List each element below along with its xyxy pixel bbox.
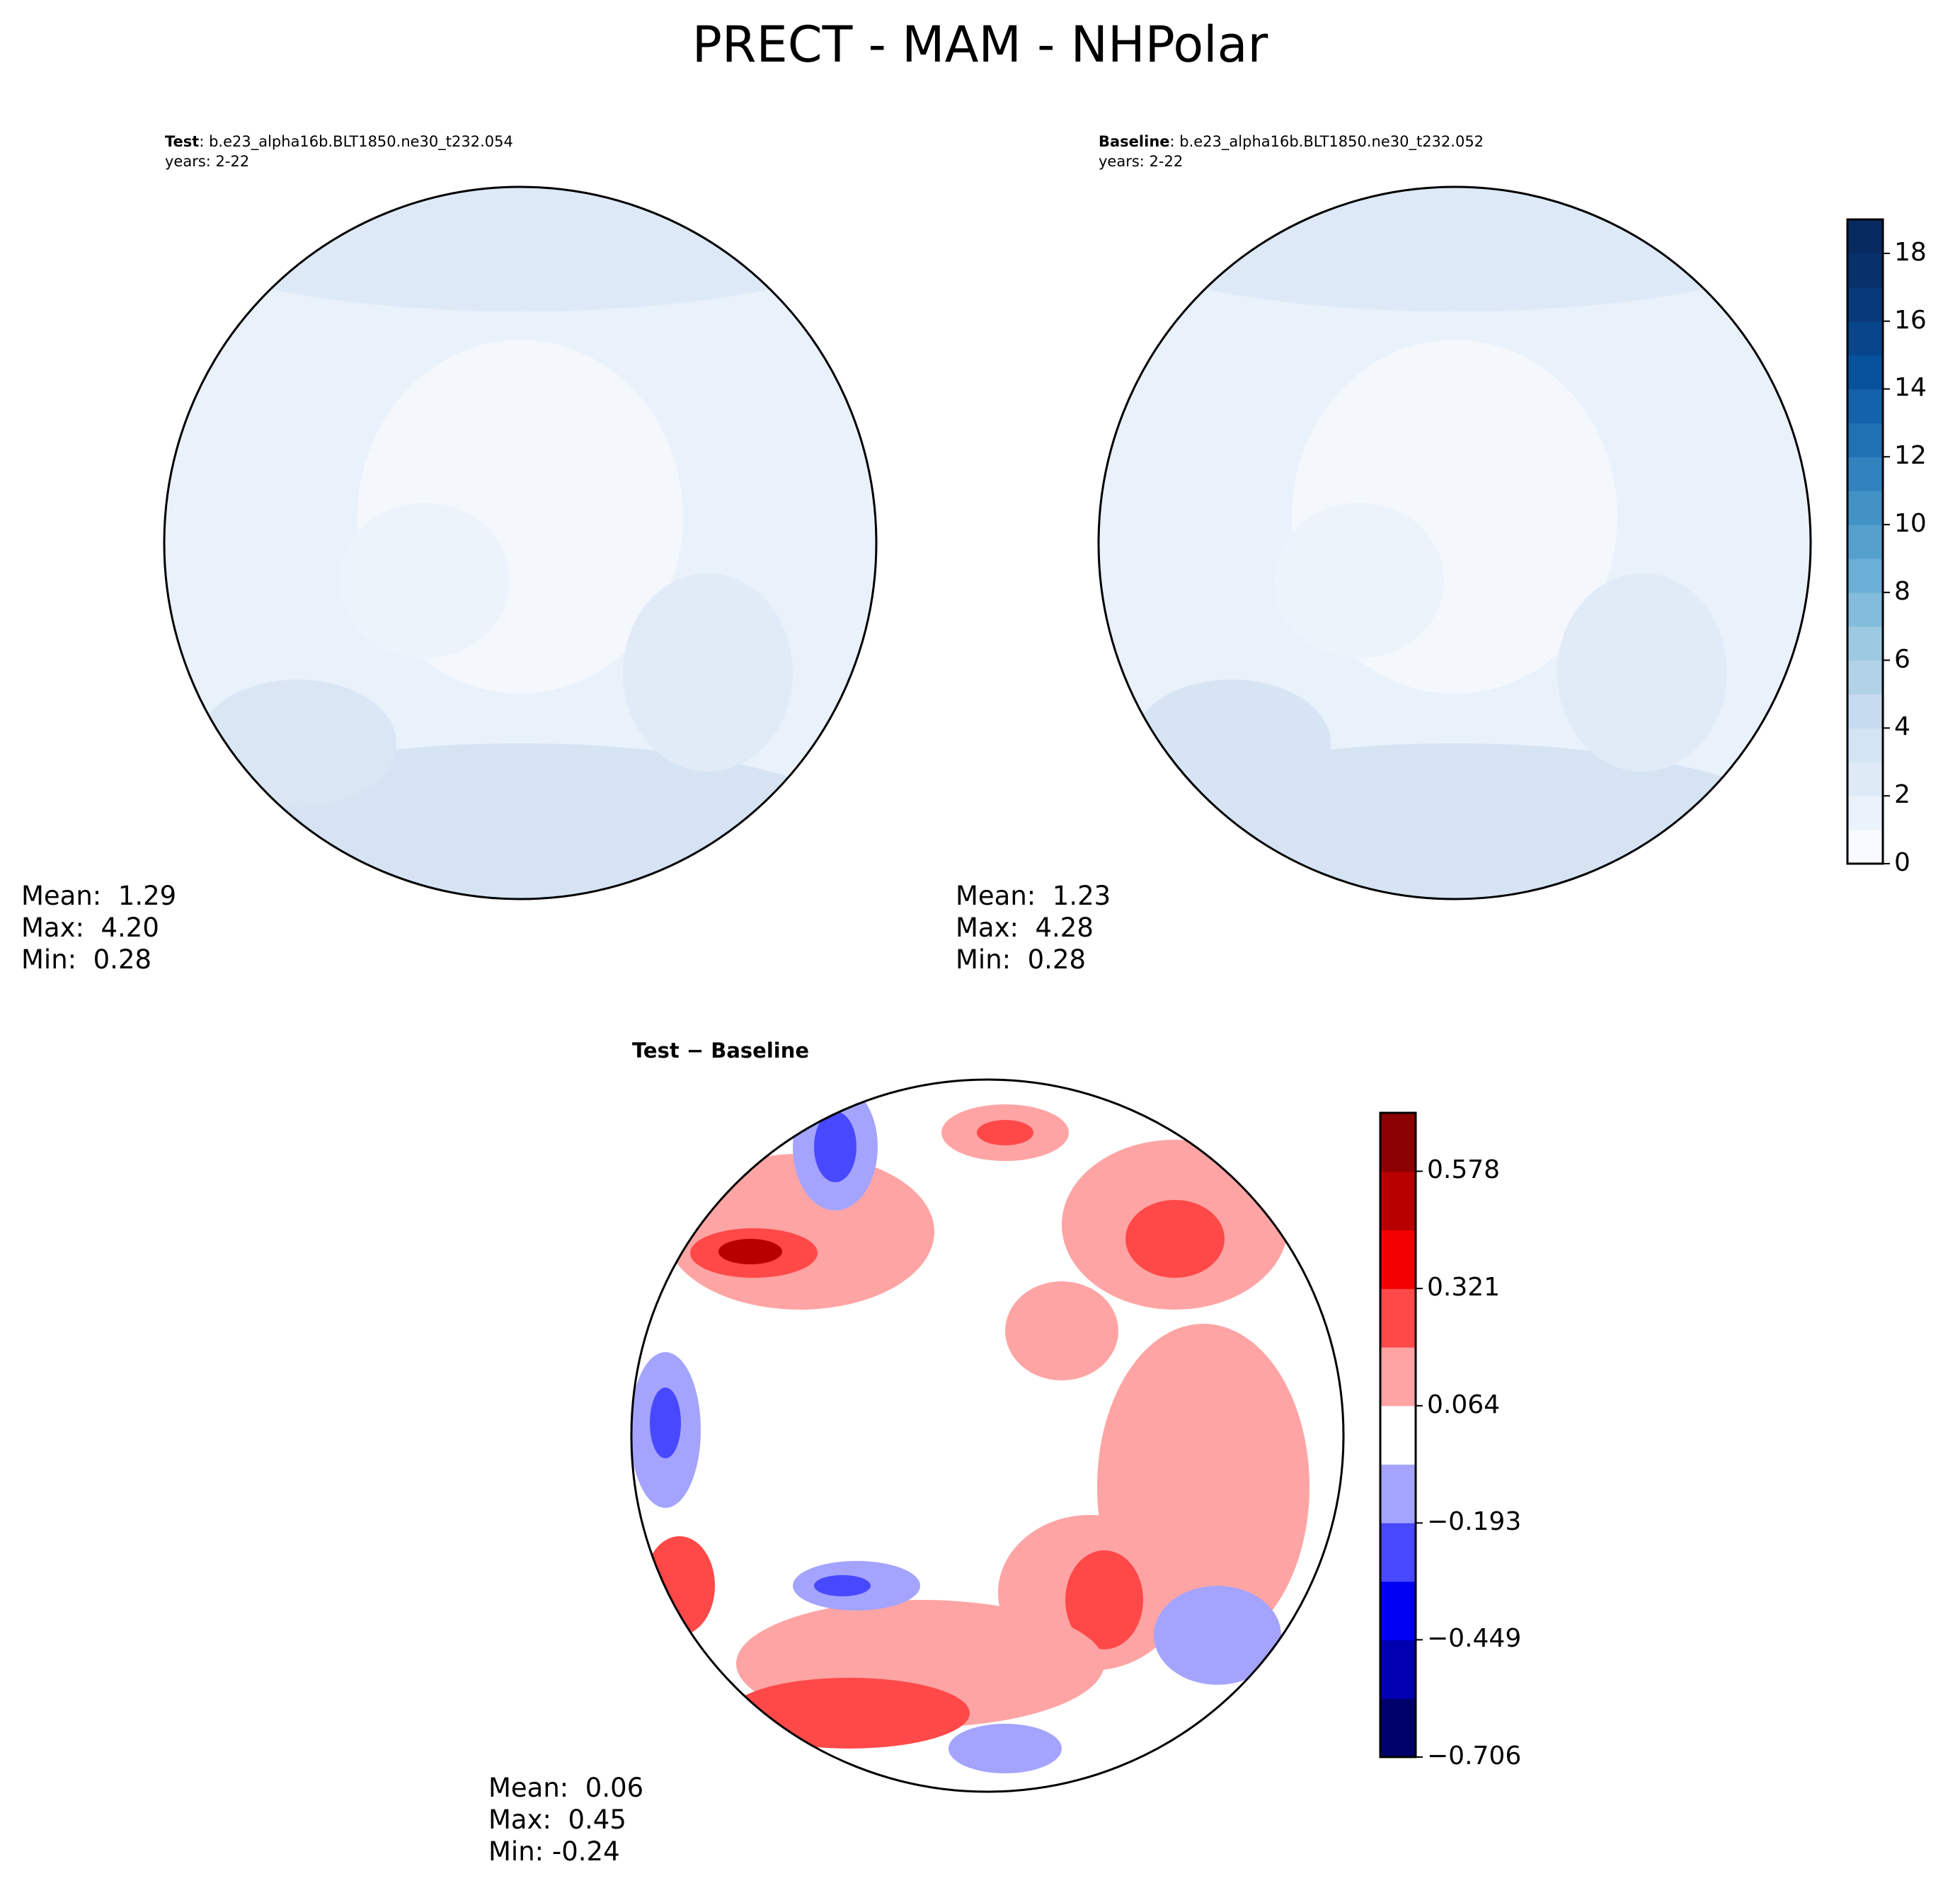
- precip-colorbar-frame: [1846, 218, 1884, 865]
- diff-colorbar-segment: [1380, 1288, 1416, 1348]
- precip-colorbar-segment: [1847, 796, 1883, 830]
- precip-colorbar-segment: [1847, 660, 1883, 695]
- test-max: Max: 4.20: [21, 912, 159, 943]
- diff-colorbar-frame: [1379, 1111, 1417, 1758]
- diff-label-bold: Test − Baseline: [632, 1039, 810, 1063]
- precip-colorbar-segment: [1847, 728, 1883, 762]
- diff-mean: Mean: 0.06: [488, 1773, 644, 1803]
- diff-colorbar-segment: [1380, 1346, 1416, 1407]
- precip-colorbar-segment: [1847, 525, 1883, 559]
- diff-colorbar: [1379, 1111, 1423, 1758]
- diff-colorbar-tick-label: 0.321: [1427, 1273, 1501, 1303]
- precip-colorbar-tick-label: 10: [1894, 509, 1927, 539]
- diff-colorbar-segment: [1380, 1464, 1416, 1523]
- diff-colorbar-tick-label: 0.064: [1427, 1390, 1501, 1419]
- test-map-field: [164, 187, 876, 899]
- diff-map-border: [630, 1078, 1345, 1793]
- diff-colorbar-segment: [1380, 1581, 1416, 1641]
- precip-colorbar-segment: [1847, 355, 1883, 390]
- baseline-years: years: 2-22: [1099, 153, 1184, 170]
- diff-colorbar-segment: [1380, 1405, 1416, 1465]
- diff-colorbar-tick-label: −0.706: [1427, 1741, 1522, 1770]
- figure-title: PRECT - MAM - NHPolar: [692, 16, 1268, 74]
- test-label-bold: Test: [165, 133, 200, 150]
- diff-colorbar-tick-label: −0.449: [1427, 1624, 1522, 1654]
- baseline-mean: Mean: 1.23: [956, 881, 1111, 911]
- precip-colorbar-tick-label: 4: [1894, 712, 1910, 742]
- baseline-map-field: [1099, 187, 1811, 899]
- precip-colorbar-segment: [1847, 219, 1883, 254]
- precip-colorbar-tick-label: 0: [1894, 848, 1910, 877]
- test-mean: Mean: 1.29: [21, 881, 177, 911]
- precip-colorbar-segment: [1847, 694, 1883, 729]
- test-subtitle: Test: b.e23_alpha16b.BLT1850.ne30_t232.0…: [165, 132, 513, 171]
- diff-colorbar-segment: [1380, 1698, 1416, 1758]
- test-label-case: : b.e23_alpha16b.BLT1850.ne30_t232.054: [199, 133, 513, 150]
- precip-colorbar-tick-label: 18: [1894, 237, 1927, 267]
- precip-colorbar-segment: [1847, 457, 1883, 491]
- baseline-subtitle: Baseline: b.e23_alpha16b.BLT1850.ne30_t2…: [1099, 132, 1484, 171]
- diff-stats: Mean: 0.06 Max: 0.45 Min: -0.24: [488, 1772, 643, 1867]
- baseline-min: Min: 0.28: [956, 944, 1087, 975]
- precip-colorbar-tick-label: 8: [1894, 576, 1910, 606]
- baseline-max: Max: 4.28: [956, 912, 1094, 943]
- baseline-map: [1097, 185, 1812, 900]
- test-years: years: 2-22: [165, 153, 250, 170]
- precip-colorbar-segment: [1847, 558, 1883, 593]
- diff-subtitle: Test − Baseline: [632, 1039, 810, 1063]
- diff-colorbar-segment: [1380, 1230, 1416, 1289]
- diff-colorbar-segment: [1380, 1171, 1416, 1231]
- precip-colorbar-tick-label: 16: [1894, 305, 1927, 335]
- diff-map: [630, 1078, 1345, 1793]
- precip-colorbar-segment: [1847, 491, 1883, 525]
- precip-colorbar-tick-label: 14: [1894, 373, 1927, 403]
- precip-colorbar-segment: [1847, 253, 1883, 288]
- precip-colorbar-tick-label: 6: [1894, 644, 1910, 674]
- diff-colorbar-tick-label: −0.193: [1427, 1507, 1522, 1537]
- test-map: [163, 185, 878, 900]
- precip-colorbar-segment: [1847, 626, 1883, 661]
- precip-colorbar-tick-label: 12: [1894, 441, 1927, 471]
- test-map-border: [163, 185, 878, 900]
- test-min: Min: 0.28: [21, 944, 152, 975]
- precip-colorbar: [1846, 218, 1890, 865]
- precip-colorbar-segment: [1847, 762, 1883, 796]
- precip-colorbar-tick-label: 2: [1894, 780, 1910, 810]
- precip-colorbar-segment: [1847, 830, 1883, 864]
- precip-colorbar-segment: [1847, 423, 1883, 457]
- precip-colorbar-segment: [1847, 389, 1883, 423]
- baseline-map-border: [1097, 185, 1812, 900]
- diff-colorbar-segment: [1380, 1523, 1416, 1582]
- baseline-label-case: : b.e23_alpha16b.BLT1850.ne30_t232.052: [1169, 133, 1484, 150]
- precip-colorbar-segment: [1847, 321, 1883, 356]
- diff-min: Min: -0.24: [488, 1836, 620, 1867]
- test-stats: Mean: 1.29 Max: 4.20 Min: 0.28: [21, 880, 176, 976]
- diff-max: Max: 0.45: [488, 1804, 626, 1835]
- precip-colorbar-segment: [1847, 287, 1883, 322]
- diff-colorbar-segment: [1380, 1113, 1416, 1172]
- diff-colorbar-tick-label: 0.578: [1427, 1155, 1501, 1185]
- diff-colorbar-segment: [1380, 1640, 1416, 1699]
- baseline-stats: Mean: 1.23 Max: 4.28 Min: 0.28: [956, 880, 1111, 976]
- baseline-label-bold: Baseline: [1099, 133, 1170, 150]
- precip-colorbar-segment: [1847, 592, 1883, 627]
